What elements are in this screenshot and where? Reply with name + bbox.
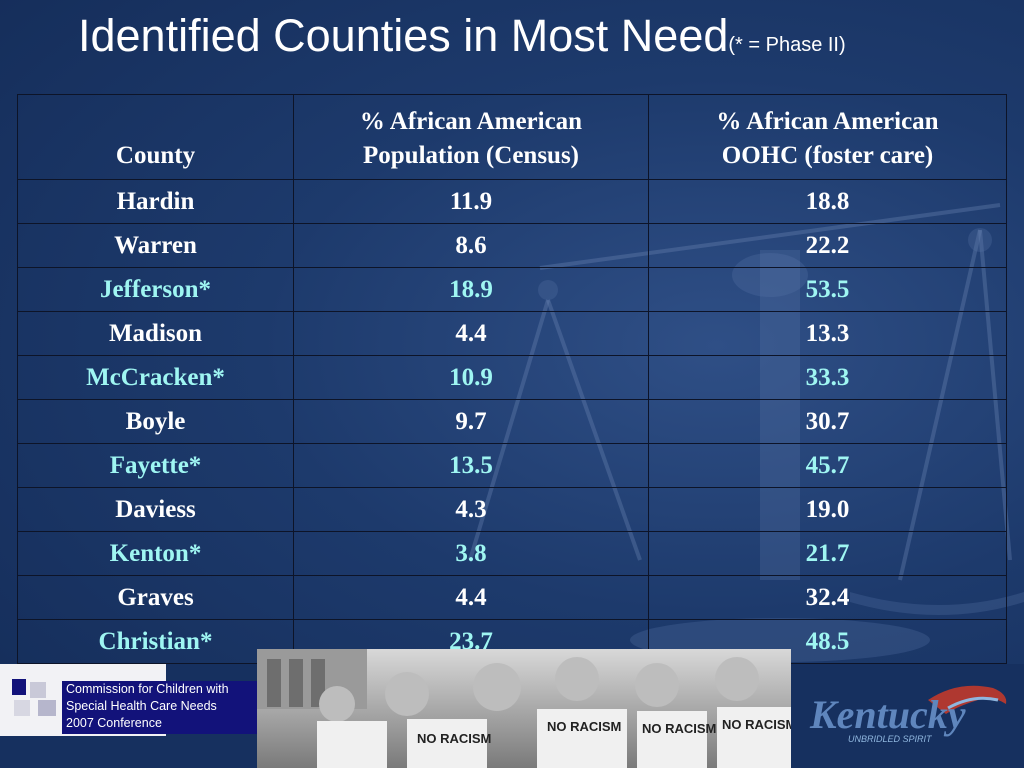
cell-county: McCracken* <box>17 355 294 400</box>
cell-oohc: 32.4 <box>648 575 1007 620</box>
header-oohc: % African American OOHC (foster care) <box>648 94 1007 180</box>
title-text: Identified Counties in Most Need <box>78 10 729 61</box>
cell-oohc: 21.7 <box>648 531 1007 576</box>
cell-oohc: 53.5 <box>648 267 1007 312</box>
logo-square-icon <box>14 700 30 716</box>
table-row: Fayette* 13.5 45.7 <box>17 443 1007 488</box>
commission-line: Commission for Children with <box>66 682 229 696</box>
table-row: Hardin 11.9 18.8 <box>17 179 1007 224</box>
cell-oohc: 22.2 <box>648 223 1007 268</box>
table-row: Warren 8.6 22.2 <box>17 223 1007 268</box>
commission-label: Commission for Children with Special Hea… <box>62 681 258 734</box>
cell-population: 8.6 <box>293 223 649 268</box>
cell-oohc: 45.7 <box>648 443 1007 488</box>
table-row: McCracken* 10.9 33.3 <box>17 355 1007 400</box>
commission-line: 2007 Conference <box>66 716 162 730</box>
cell-population: 10.9 <box>293 355 649 400</box>
cell-oohc: 13.3 <box>648 311 1007 356</box>
kentucky-wordmark: Kentucky <box>809 692 966 737</box>
cell-oohc: 19.0 <box>648 487 1007 532</box>
cell-county: Daviess <box>17 487 294 532</box>
header-county: County <box>17 94 294 180</box>
children-photo: NO RACISM NO RACISM NO RACISM NO RACISM <box>257 649 791 768</box>
cell-population: 11.9 <box>293 179 649 224</box>
cell-county: Graves <box>17 575 294 620</box>
table-row: Madison 4.4 13.3 <box>17 311 1007 356</box>
cell-county: Fayette* <box>17 443 294 488</box>
page-title: Identified Counties in Most Need(* = Pha… <box>78 10 846 62</box>
cell-oohc: 18.8 <box>648 179 1007 224</box>
logo-square-icon <box>30 682 46 698</box>
cell-oohc: 33.3 <box>648 355 1007 400</box>
table-row: Graves 4.4 32.4 <box>17 575 1007 620</box>
photo-sign-text: NO RACISM <box>722 717 791 732</box>
kentucky-tagline: UNBRIDLED SPIRIT <box>848 734 933 744</box>
counties-table: County % African American Population (Cen… <box>17 94 1007 664</box>
header-population: % African American Population (Census) <box>293 94 649 180</box>
cell-county: Madison <box>17 311 294 356</box>
cell-population: 18.9 <box>293 267 649 312</box>
cell-county: Jefferson* <box>17 267 294 312</box>
cell-population: 13.5 <box>293 443 649 488</box>
cell-population: 4.4 <box>293 311 649 356</box>
commission-line: Special Health Care Needs <box>66 699 217 713</box>
cell-county: Hardin <box>17 179 294 224</box>
logo-square-icon <box>12 679 26 695</box>
cell-county: Warren <box>17 223 294 268</box>
cell-population: 4.3 <box>293 487 649 532</box>
table-row: Kenton* 3.8 21.7 <box>17 531 1007 576</box>
cell-oohc: 30.7 <box>648 399 1007 444</box>
photo-sign-text: NO RACISM <box>417 731 491 746</box>
cell-population: 4.4 <box>293 575 649 620</box>
cell-population: 9.7 <box>293 399 649 444</box>
cell-population: 3.8 <box>293 531 649 576</box>
table-header-row: County % African American Population (Cen… <box>17 94 1007 180</box>
kentucky-logo: Kentucky UNBRIDLED SPIRIT <box>808 678 1013 748</box>
table-row: Jefferson* 18.9 53.5 <box>17 267 1007 312</box>
cell-county: Boyle <box>17 399 294 444</box>
table-row: Boyle 9.7 30.7 <box>17 399 1007 444</box>
logo-square-icon <box>38 700 56 716</box>
photo-sign-text: NO RACISM <box>547 719 621 734</box>
cell-county: Kenton* <box>17 531 294 576</box>
title-note: (* = Phase II) <box>728 34 846 56</box>
cell-county: Christian* <box>17 619 294 664</box>
table-row: Daviess 4.3 19.0 <box>17 487 1007 532</box>
photo-sign-text: NO RACISM <box>642 721 716 736</box>
kentucky-horse-icon: Kentucky UNBRIDLED SPIRIT <box>809 685 1007 744</box>
